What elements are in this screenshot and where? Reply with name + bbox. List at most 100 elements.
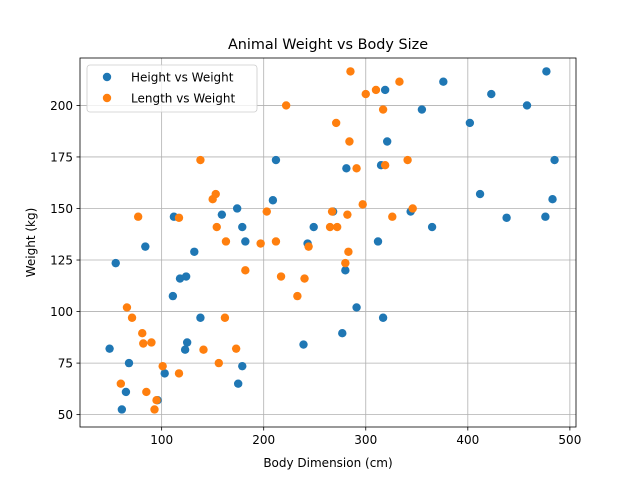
y-axis-label: Weight (kg) [24,208,38,278]
data-point [211,189,220,199]
x-axis-label: Body Dimension (cm) [263,456,392,470]
data-point [124,358,134,368]
data-point [487,89,496,99]
data-point [332,222,342,232]
data-point [262,207,271,216]
series-2 [116,67,417,414]
data-point [182,338,192,347]
data-point [220,313,230,322]
data-point [212,222,221,232]
y-tick-label: 175 [50,150,73,164]
y-tick-label: 200 [50,99,73,113]
data-point [475,189,485,199]
legend-box [86,64,258,113]
data-point [117,405,127,414]
data-point [300,274,309,283]
data-point [238,361,247,371]
data-point [217,210,227,219]
data-point [276,272,286,281]
data-point [116,379,126,388]
axis-ticks: 100 200 300 400 500 50 75 100 125 150 175 200 [50,99,581,447]
data-point [174,369,184,378]
data-point [160,369,169,378]
data-point [427,222,437,232]
data-point [358,200,367,209]
data-point [138,329,147,338]
data-point [346,67,355,76]
data-point [231,344,241,353]
data-point [133,212,143,221]
y-tick-label: 50 [58,408,73,422]
plot-area-frame [79,57,577,428]
data-point [548,195,557,204]
data-point [361,89,370,99]
data-point [271,237,281,246]
x-tick-label: 200 [252,433,275,447]
data-point [542,67,551,76]
data-point [142,387,151,397]
data-point [174,213,184,222]
data-point [327,207,337,216]
data-point [181,272,191,281]
data-point [371,85,381,95]
data-point [121,387,131,397]
data-point [309,222,318,232]
data-point [342,164,351,173]
data-point [378,313,388,322]
data-point [214,358,223,368]
data-point [417,105,427,114]
data-point [196,313,205,322]
data-point [378,105,388,114]
data-point [345,137,354,146]
data-point [150,405,159,414]
data-point [105,344,114,353]
data-point [190,247,199,256]
data-point [395,77,404,86]
data-points [105,67,559,414]
data-point [196,155,205,165]
x-tick-label: 500 [558,433,581,447]
data-point [344,247,353,256]
data-point [439,77,448,86]
legend-label: Height vs Weight [131,71,234,85]
data-point [325,222,335,232]
data-point [522,101,532,110]
data-point [293,291,302,301]
data-point [373,237,383,246]
y-tick-label: 125 [50,254,73,268]
data-point [382,137,392,146]
data-point [380,85,390,95]
data-point [241,237,250,246]
data-point [299,340,308,349]
legend-marker [102,72,112,82]
data-point [550,155,559,165]
legend: Height vs Weight Length vs Weight [86,64,258,113]
data-point [352,164,361,173]
data-point [232,204,242,213]
data-point [352,303,361,312]
data-point [122,303,132,312]
x-tick-label: 400 [456,433,479,447]
data-point [281,101,291,110]
y-tick-label: 75 [58,357,73,371]
data-point [256,239,265,248]
data-point [139,339,148,348]
data-point [141,242,150,251]
legend-marker [102,93,112,103]
data-point [502,213,511,222]
y-tick-label: 150 [50,202,73,216]
data-point [304,242,313,251]
data-point [199,345,208,354]
data-point [465,118,475,128]
chart-title: Animal Weight vs Body Size [228,37,428,53]
data-point [158,361,167,371]
data-point [233,379,243,388]
data-point [180,345,190,354]
legend-label: Length vs Weight [131,92,235,106]
data-point [403,155,412,165]
data-point [268,196,278,205]
data-point [541,212,550,221]
data-point [408,204,417,213]
data-point [152,396,161,405]
